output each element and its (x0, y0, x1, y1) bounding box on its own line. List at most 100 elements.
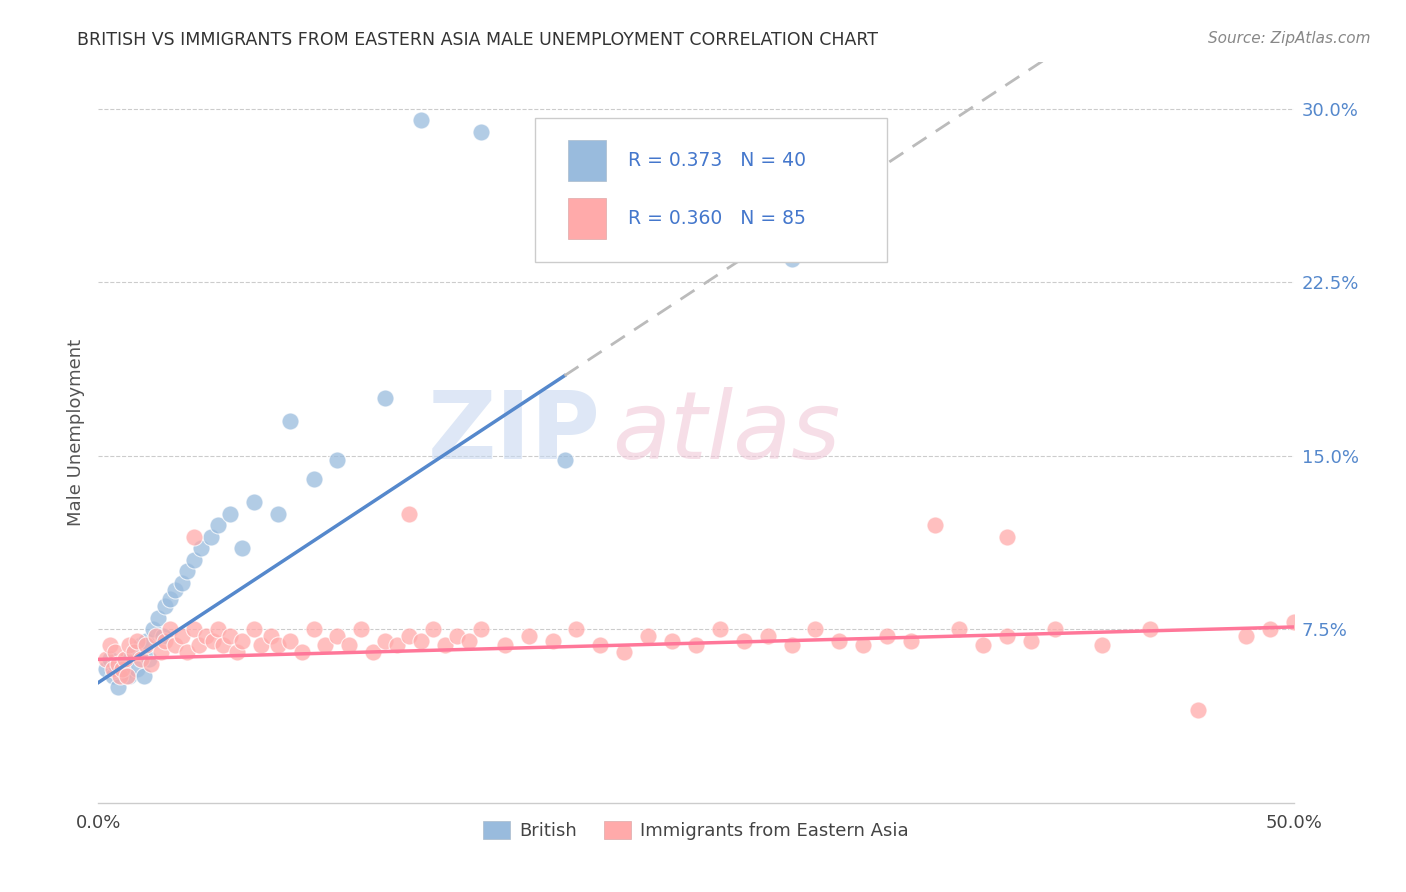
Point (972, 639, 994, 653)
Point (900, 633, 922, 648)
Point (422, 622, 444, 636)
Point (565, 622, 588, 636)
Point (111, 657, 134, 671)
Point (231, 541, 253, 556)
Point (108, 662, 131, 676)
Point (183, 530, 205, 544)
Point (219, 507, 242, 521)
Point (278, 414, 301, 428)
Point (190, 541, 212, 556)
Point (195, 629, 218, 643)
Point (172, 629, 194, 643)
Point (411, 113, 433, 128)
Point (267, 507, 290, 521)
Point (876, 629, 898, 643)
Point (114, 652, 136, 666)
Text: R = 0.373   N = 40: R = 0.373 N = 40 (628, 151, 806, 170)
Point (278, 633, 301, 648)
Point (470, 125, 492, 139)
Point (94, 662, 117, 676)
Point (207, 622, 229, 636)
Point (125, 662, 148, 676)
Point (733, 633, 755, 648)
Point (135, 639, 157, 653)
Point (1282, 615, 1305, 630)
Point (226, 645, 249, 659)
Text: ZIP: ZIP (427, 386, 600, 479)
Point (172, 576, 194, 591)
Point (243, 495, 266, 509)
Point (118, 668, 141, 682)
Point (176, 645, 198, 659)
Point (434, 639, 457, 653)
Point (1043, 622, 1066, 636)
Point (517, 629, 540, 643)
Point (494, 639, 516, 653)
Point (1234, 629, 1257, 643)
Point (661, 633, 683, 648)
Point (183, 553, 205, 567)
Point (685, 639, 707, 653)
Bar (568, 140, 606, 181)
Point (104, 645, 127, 659)
Point (804, 622, 827, 636)
Point (1139, 622, 1161, 636)
Point (637, 629, 659, 643)
Point (470, 622, 492, 636)
Legend: British, Immigrants from Eastern Asia: British, Immigrants from Eastern Asia (474, 812, 918, 849)
Point (107, 657, 129, 671)
Point (350, 622, 373, 636)
Text: atlas: atlas (613, 387, 841, 478)
Point (852, 639, 875, 653)
Point (124, 645, 146, 659)
Point (138, 652, 160, 666)
Point (148, 610, 170, 624)
Point (709, 622, 731, 636)
Point (124, 645, 146, 659)
Point (155, 633, 177, 648)
Point (152, 629, 174, 643)
Point (363, 645, 385, 659)
Point (1258, 622, 1281, 636)
Point (1187, 703, 1209, 717)
Point (131, 652, 153, 666)
Point (398, 507, 420, 521)
Point (1019, 633, 1042, 648)
Point (828, 633, 851, 648)
Point (541, 633, 564, 648)
Point (780, 252, 803, 266)
Point (243, 622, 266, 636)
Point (398, 629, 420, 643)
Point (115, 652, 138, 666)
Point (142, 622, 165, 636)
Point (589, 639, 612, 653)
Point (187, 639, 209, 653)
Point (291, 645, 314, 659)
Point (135, 633, 157, 648)
Point (104, 657, 127, 671)
Point (155, 599, 177, 614)
Point (326, 629, 349, 643)
Point (115, 668, 138, 682)
Point (207, 518, 229, 533)
Point (411, 633, 433, 648)
Point (780, 639, 803, 653)
Point (995, 629, 1018, 643)
Point (159, 622, 181, 636)
Point (98, 639, 122, 653)
Point (111, 662, 134, 676)
Point (613, 645, 636, 659)
Point (108, 668, 131, 682)
Point (159, 592, 181, 607)
Point (250, 639, 273, 653)
Point (114, 664, 136, 678)
Point (267, 639, 290, 653)
Point (339, 639, 361, 653)
Point (131, 639, 153, 653)
Point (125, 633, 148, 648)
Point (995, 530, 1018, 544)
Point (385, 639, 409, 653)
Point (219, 629, 242, 643)
Y-axis label: Male Unemployment: Male Unemployment (66, 339, 84, 526)
Point (756, 629, 779, 643)
